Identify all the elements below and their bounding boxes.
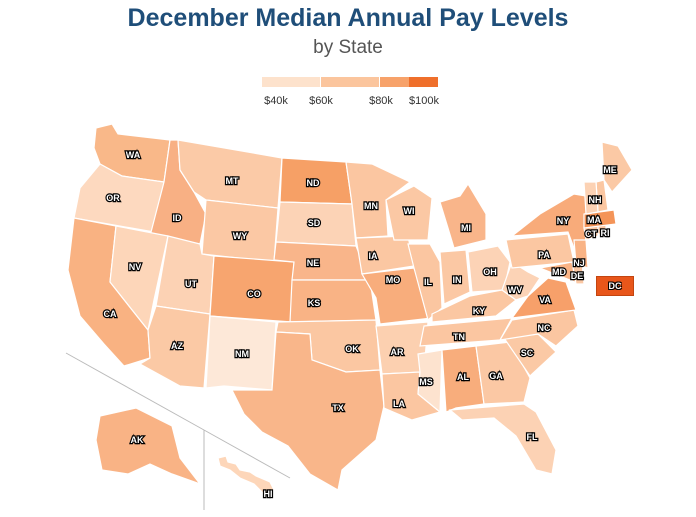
label-NM: NM	[235, 349, 249, 359]
state-WI[interactable]	[385, 185, 433, 241]
label-LA: LA	[393, 399, 405, 409]
legend-segment-1	[262, 77, 320, 87]
label-FL: FL	[527, 432, 538, 442]
label-MA: MA	[587, 215, 601, 225]
state-FL[interactable]	[448, 403, 557, 475]
label-DC: DC	[608, 281, 622, 291]
state-ME[interactable]	[601, 141, 633, 193]
state-VT[interactable]	[583, 181, 599, 215]
label-IL: IL	[424, 277, 433, 287]
state-labels: WA OR CA ID NV MT WY UT AZ CO NM ND SD N…	[102, 149, 618, 500]
label-MI: MI	[461, 223, 471, 233]
state-MI[interactable]	[439, 182, 487, 249]
label-OK: OK	[345, 344, 359, 354]
state-DC[interactable]	[596, 276, 634, 296]
label-KS: KS	[308, 298, 321, 308]
label-SD: SD	[308, 218, 321, 228]
label-DE: DE	[571, 271, 584, 281]
label-RI: RI	[601, 228, 610, 238]
label-WY: WY	[233, 231, 248, 241]
label-GA: GA	[489, 371, 503, 381]
legend-tick-100k: $100k	[409, 95, 439, 107]
state-NV[interactable]	[109, 225, 169, 332]
state-AK[interactable]	[95, 407, 202, 486]
label-OR: OR	[106, 193, 120, 203]
label-MD: MD	[552, 267, 566, 277]
map-subtitle: by State	[313, 37, 383, 58]
label-NC: NC	[538, 323, 551, 333]
state-IN[interactable]	[439, 249, 471, 305]
label-UT: UT	[185, 279, 197, 289]
state-MN[interactable]	[345, 161, 412, 239]
label-MN: MN	[364, 201, 378, 211]
state-MO[interactable]	[361, 267, 433, 325]
label-NY: NY	[557, 216, 570, 226]
state-KS[interactable]	[289, 279, 377, 323]
label-AZ: AZ	[171, 341, 183, 351]
label-AK: AK	[131, 435, 144, 445]
legend-tick-60k: $60k	[309, 95, 333, 107]
label-VA: VA	[539, 295, 551, 305]
state-VA[interactable]	[510, 277, 577, 319]
label-ME: ME	[603, 165, 617, 175]
label-ND: ND	[307, 178, 320, 188]
label-ID: ID	[173, 213, 183, 223]
label-NV: NV	[129, 262, 142, 272]
label-MT: MT	[226, 176, 239, 186]
map-title: December Median Annual Pay Levels	[127, 4, 569, 32]
label-MO: MO	[386, 275, 401, 285]
legend-tick-80k: $80k	[369, 95, 393, 107]
label-SC: SC	[521, 348, 534, 358]
label-HI: HI	[264, 489, 273, 499]
state-NC[interactable]	[498, 309, 579, 347]
label-KY: KY	[473, 306, 486, 316]
state-MS[interactable]	[417, 349, 443, 414]
legend-segment-2	[320, 77, 379, 87]
state-GA[interactable]	[475, 341, 531, 405]
legend-segment-3	[379, 77, 410, 87]
label-IA: IA	[369, 251, 379, 261]
label-AL: AL	[457, 372, 469, 382]
state-HI[interactable]	[217, 455, 275, 495]
state-IL[interactable]	[407, 243, 443, 322]
label-IN: IN	[453, 275, 462, 285]
state-IA[interactable]	[355, 235, 415, 275]
state-AL[interactable]	[441, 345, 485, 413]
inset-divider	[203, 429, 291, 479]
legend-tick-40k: $40k	[264, 95, 288, 107]
label-MS: MS	[419, 377, 433, 387]
legend-segment-4	[409, 77, 438, 87]
inset-divider	[65, 352, 205, 431]
color-legend	[262, 77, 438, 87]
label-WV: WV	[508, 285, 523, 295]
label-PA: PA	[538, 250, 550, 260]
state-TX[interactable]	[231, 331, 385, 491]
label-CT: CT	[585, 229, 597, 239]
label-TN: TN	[453, 332, 465, 342]
label-NH: NH	[589, 195, 602, 205]
label-WA: WA	[126, 150, 141, 160]
label-TX: TX	[332, 403, 344, 413]
label-AR: AR	[391, 347, 404, 357]
label-NE: NE	[307, 258, 320, 268]
label-WI: WI	[404, 206, 415, 216]
label-CO: CO	[247, 289, 261, 299]
state-NM[interactable]	[205, 315, 277, 391]
state-NJ[interactable]	[573, 239, 589, 269]
label-CA: CA	[104, 309, 117, 319]
label-NJ: NJ	[573, 258, 585, 268]
label-OH: OH	[483, 267, 497, 277]
